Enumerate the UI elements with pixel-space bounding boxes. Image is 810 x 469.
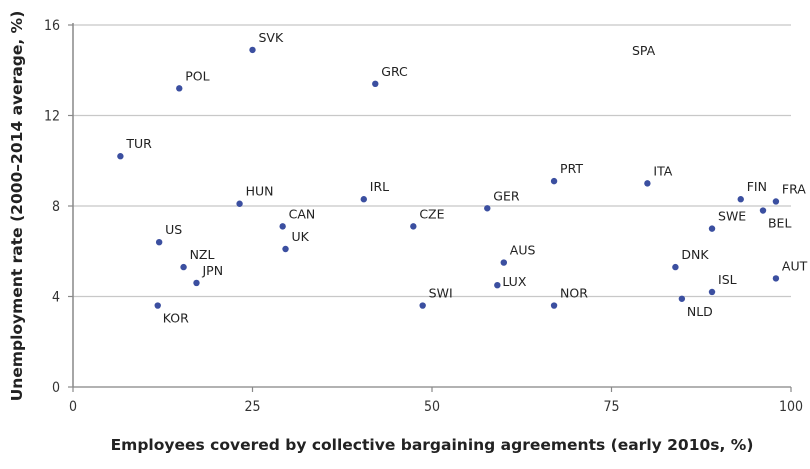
point-label: FRA [782, 181, 806, 196]
point-label: ISL [718, 272, 737, 287]
data-point-irl [360, 196, 367, 203]
data-point-jpn [193, 279, 200, 287]
x-tick-label: 75 [603, 399, 619, 415]
point-label: SVK [259, 30, 284, 45]
point-label: SWI [429, 286, 453, 301]
point-label: NOR [560, 286, 588, 301]
x-tick-label: 50 [424, 399, 440, 415]
data-point-cze [410, 223, 417, 230]
point-label: SWE [718, 209, 746, 224]
y-tick-label: 12 [44, 109, 60, 125]
x-tick-label: 0 [69, 399, 77, 415]
data-point-kor [154, 302, 161, 309]
point-label: KOR [163, 311, 189, 326]
data-point-pol [176, 85, 183, 92]
data-point-can [279, 223, 286, 230]
point-label: US [165, 222, 182, 237]
point-label: GRC [381, 64, 408, 79]
data-point-us [155, 239, 163, 246]
x-tick-label: 25 [244, 399, 260, 415]
point-label: LUX [502, 274, 526, 289]
point-label: CZE [419, 206, 444, 221]
point-label: AUT [782, 258, 808, 273]
point-label: POL [185, 68, 209, 83]
point-label: NZL [190, 247, 215, 262]
axes: 0 4 8 12 16 0 25 50 75 100 [44, 18, 803, 415]
data-point-uk [282, 245, 289, 253]
data-point-fra [772, 198, 780, 205]
data-point-dnk [672, 263, 679, 271]
data-point-swe [708, 225, 716, 232]
point-label: PRT [560, 161, 583, 176]
data-point-aut [772, 275, 780, 282]
data-point-lux [494, 281, 501, 289]
point-label: BEL [768, 216, 791, 231]
point-label: AUS [510, 243, 536, 258]
data-point-fin [737, 196, 744, 203]
point-label: UK [292, 229, 310, 244]
point-label: TUR [125, 136, 152, 151]
point-label: DNK [681, 247, 709, 262]
point-label: CAN [289, 206, 316, 221]
y-tick-label: 4 [52, 290, 60, 306]
y-tick-label: 8 [52, 199, 60, 215]
data-point-swi [419, 302, 426, 309]
point-label: GER [493, 188, 520, 203]
point-label: IRL [370, 179, 389, 194]
data-point-nld [678, 295, 686, 302]
data-point-grc [372, 80, 379, 88]
data-point-tur [117, 153, 124, 160]
point-label: HUN [246, 184, 274, 199]
x-axis-title: Employees covered by collective bargaini… [111, 436, 754, 454]
data-point-nzl [180, 263, 187, 271]
point-label: FIN [747, 179, 767, 194]
data-point-isl [708, 288, 716, 296]
point-label: NLD [687, 304, 713, 319]
point-label: ITA [653, 163, 672, 178]
y-tick-label: 0 [52, 380, 60, 396]
data-point-ger [484, 205, 491, 212]
data-point-aus [500, 259, 507, 266]
data-point-nor [550, 302, 558, 309]
data-point-ita [644, 180, 651, 187]
data-point-hun [236, 200, 243, 207]
data-point-bel [759, 207, 767, 214]
point-label: JPN [201, 263, 223, 278]
y-tick-label: 16 [44, 18, 60, 34]
x-tick-label: 100 [779, 399, 803, 415]
data-point-svk [249, 46, 256, 54]
annotation-label: SPA [632, 43, 656, 58]
y-axis-title: Unemployment rate (2000–2014 average, %) [8, 11, 26, 402]
data-point-prt [550, 177, 558, 185]
